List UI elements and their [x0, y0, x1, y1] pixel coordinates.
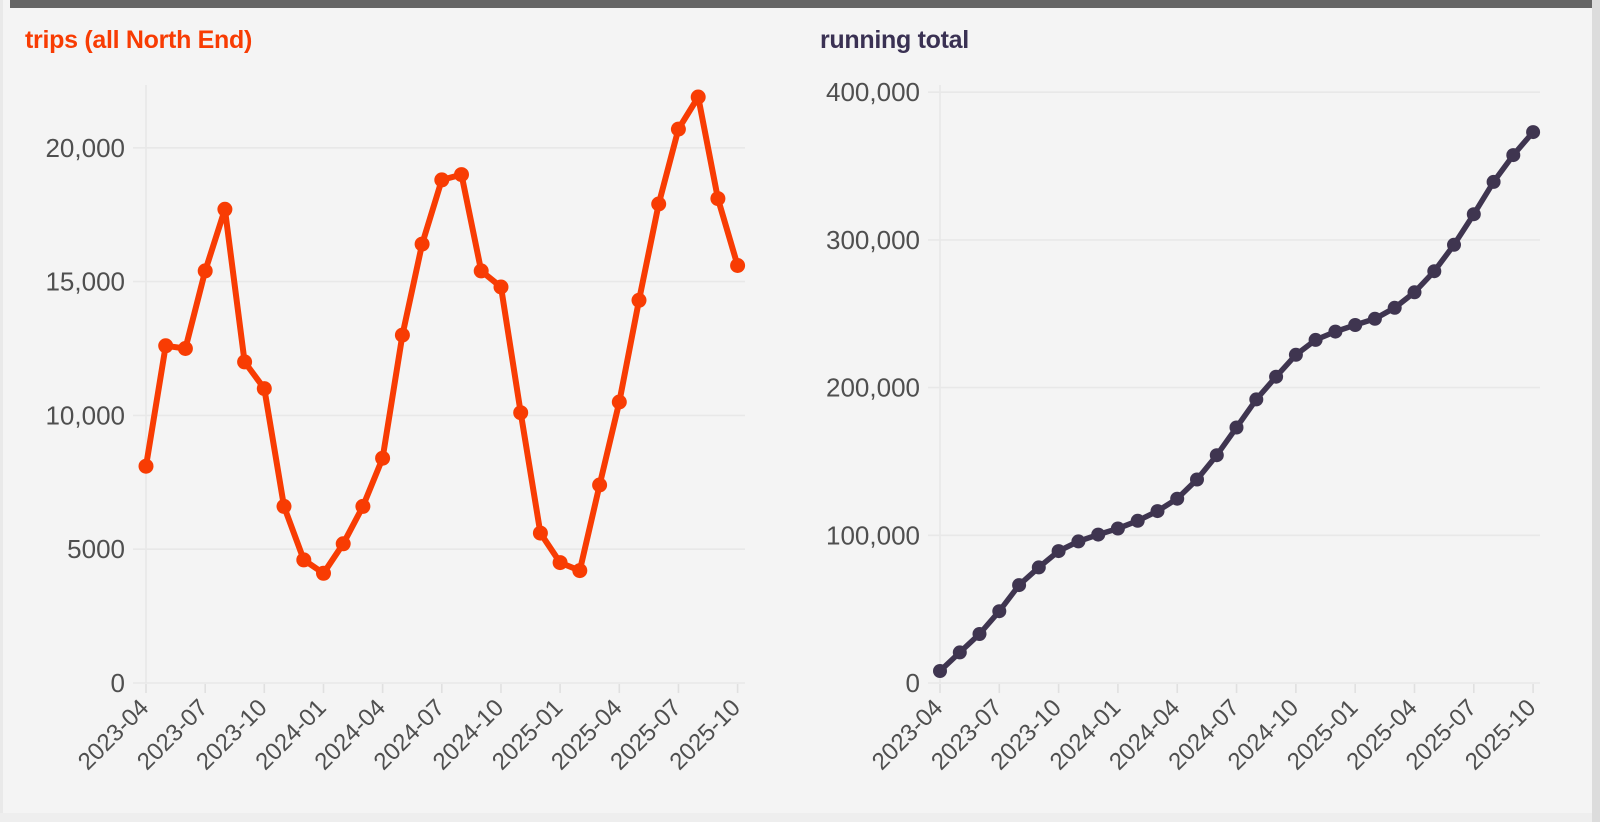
data-point-dot: [1071, 534, 1086, 549]
data-point-dot: [1229, 420, 1244, 435]
trips-chart-title: trips (all North End): [25, 26, 253, 54]
data-point-dot: [217, 201, 233, 217]
data-point-dot: [1051, 544, 1066, 559]
y-tick-label: 400,000: [826, 77, 920, 107]
data-point-dot: [1091, 527, 1106, 542]
data-point-dot: [355, 498, 371, 514]
data-point-dot: [1506, 148, 1521, 163]
data-point-dot: [992, 604, 1007, 619]
bottom-edge-strip: [0, 813, 1592, 822]
y-tick-label: 20,000: [45, 133, 125, 163]
data-point-dot: [1308, 332, 1323, 347]
data-point-dot: [177, 341, 193, 356]
data-point-dot: [532, 525, 548, 541]
data-point-dot: [952, 645, 967, 660]
data-point-dot: [651, 196, 667, 212]
data-point-dot: [493, 279, 509, 295]
data-point-dot: [1288, 347, 1303, 362]
data-point-dot: [972, 627, 987, 641]
y-tick-label: 5000: [67, 534, 125, 564]
data-point-dot: [631, 292, 647, 308]
data-point-dot: [394, 327, 410, 343]
data-point-dot: [1031, 560, 1046, 575]
data-point-dot: [375, 450, 391, 466]
data-point-dot: [1328, 324, 1343, 339]
data-point-dot: [138, 458, 154, 474]
data-point-dot: [414, 236, 430, 252]
data-point-dot: [296, 552, 312, 568]
y-tick-label: 15,000: [45, 267, 125, 297]
data-point-dot: [473, 263, 489, 279]
data-point-dot: [933, 664, 947, 678]
data-point-dot: [1150, 504, 1165, 519]
left-edge-strip: [0, 0, 3, 822]
top-divider-bar: [10, 0, 1592, 8]
data-point-dot: [1249, 392, 1264, 407]
data-point-dot: [513, 405, 529, 421]
data-point-dot: [158, 338, 174, 354]
data-point-dot: [1190, 472, 1204, 487]
data-point-dot: [1367, 311, 1382, 326]
data-point-dot: [1269, 369, 1284, 384]
data-point-dot: [1486, 174, 1501, 189]
data-point-dot: [730, 258, 746, 273]
y-tick-label: 0: [906, 668, 920, 698]
y-tick-label: 0: [111, 668, 125, 698]
data-point-dot: [1466, 207, 1481, 222]
series-line: [937, 129, 1536, 674]
data-point-dot: [237, 354, 253, 370]
data-point-dot: [454, 167, 469, 183]
data-point-dot: [1407, 285, 1422, 300]
data-point-dot: [1130, 513, 1145, 528]
data-point-dot: [1012, 578, 1027, 593]
data-point-dot: [1348, 318, 1363, 332]
data-point-dot: [1427, 264, 1442, 279]
data-point-dot: [1447, 237, 1461, 252]
data-point-dot: [276, 498, 292, 514]
data-point-dot: [690, 89, 706, 105]
data-point-dot: [316, 565, 331, 581]
data-point-dot: [434, 172, 450, 188]
data-point-dot: [335, 536, 351, 552]
series-line: [143, 94, 741, 577]
y-tick-label: 100,000: [826, 520, 920, 550]
data-point-dot: [1170, 491, 1185, 506]
y-tick-label: 10,000: [45, 400, 125, 430]
data-point-dot: [1526, 125, 1541, 140]
scrollbar-track[interactable]: [1592, 0, 1600, 822]
running-total-chart: 0100,000200,000300,000400,0002023-042023…: [826, 77, 1541, 775]
trips-chart: 0500010,00015,00020,0002023-042023-07202…: [45, 85, 746, 776]
y-tick-label: 200,000: [826, 373, 920, 403]
data-point-dot: [611, 394, 627, 410]
data-point-dot: [592, 477, 608, 493]
y-tick-label: 300,000: [826, 225, 920, 255]
data-point-dot: [670, 121, 686, 137]
data-point-dot: [197, 263, 213, 279]
data-point-dot: [1209, 448, 1224, 463]
data-point-dot: [1387, 300, 1402, 315]
data-point-dot: [572, 563, 588, 579]
data-point-dot: [552, 555, 568, 571]
running-total-chart-title: running total: [820, 26, 969, 54]
data-point-dot: [710, 191, 726, 207]
data-point-dot: [1110, 521, 1125, 536]
data-point-dot: [256, 381, 272, 397]
